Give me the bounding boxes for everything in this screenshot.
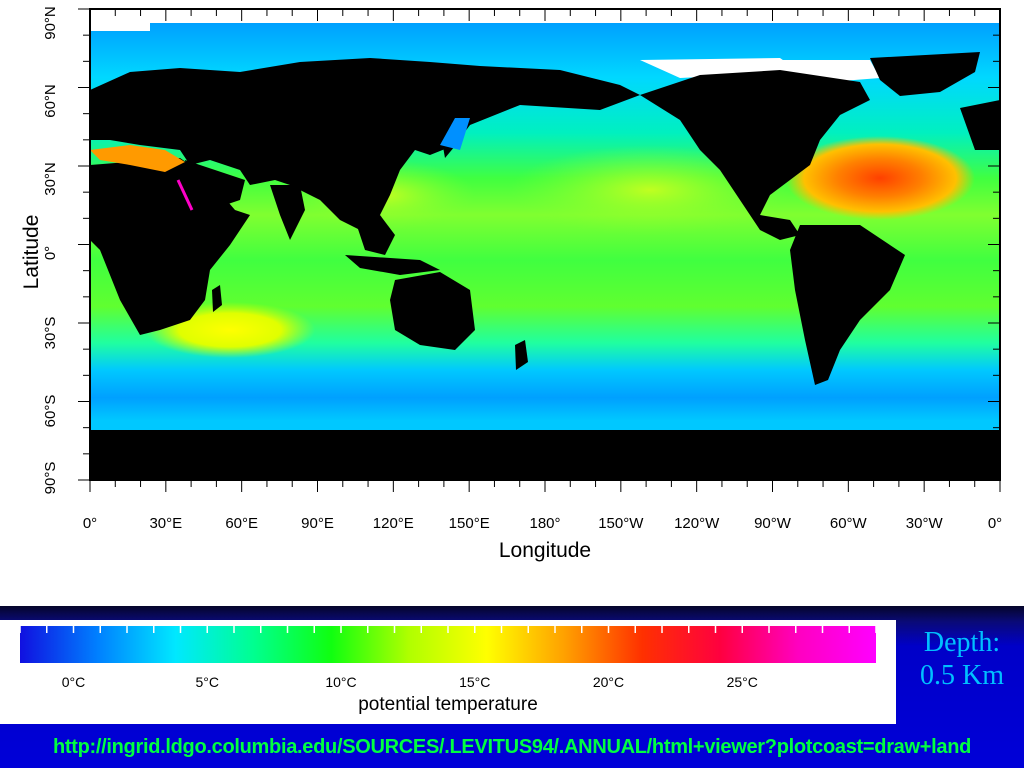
australia-land bbox=[390, 272, 475, 350]
north-america-land bbox=[640, 70, 870, 240]
lon-tick-label: 60°W bbox=[830, 515, 868, 532]
colorbar-label: 5°C bbox=[196, 674, 220, 690]
colorbar-label: 10°C bbox=[325, 674, 356, 690]
lon-tick-label: 30°E bbox=[149, 515, 182, 532]
red-sea bbox=[176, 179, 194, 211]
europe-land bbox=[960, 100, 1000, 150]
warm-pool-north-atlantic bbox=[785, 136, 975, 220]
lat-tick-label: 30°S bbox=[42, 317, 59, 350]
lat-tick-label: 60°N bbox=[42, 84, 59, 118]
color-legend: 0°C 5°C 10°C 15°C 20°C 25°C potential tempera… bbox=[0, 620, 896, 724]
india-land bbox=[270, 185, 305, 240]
lon-tick-label: 0° bbox=[83, 515, 97, 532]
legend-figure: 0°C 5°C 10°C 15°C 20°C 25°C potential tempera… bbox=[19, 626, 877, 715]
source-url: http://ingrid.ldgo.columbia.edu/SOURCES/… bbox=[52, 736, 972, 758]
lon-tick-label: 60°E bbox=[225, 515, 258, 532]
latitude-tick-labels: 90°N 60°N 30°N 0° 30°S 60°S 90°S bbox=[42, 6, 59, 494]
lon-tick-label: 150°W bbox=[598, 515, 644, 532]
southeast-asia-land bbox=[355, 215, 395, 255]
depth-label: Depth: 0.5 Km bbox=[900, 626, 1024, 692]
indonesia-land bbox=[345, 255, 440, 275]
antarctica-land bbox=[90, 430, 1000, 480]
lon-tick-label: 120°W bbox=[674, 515, 720, 532]
lat-tick-label: 0° bbox=[42, 246, 59, 260]
colorbar-label: 15°C bbox=[459, 674, 490, 690]
lon-tick-label: 150°E bbox=[449, 515, 490, 532]
new-zealand-land bbox=[515, 340, 528, 370]
south-america-land bbox=[790, 225, 905, 385]
lon-tick-label: 180° bbox=[529, 515, 560, 532]
legend-title: potential temperature bbox=[358, 694, 538, 715]
colorbar-labels: 0°C 5°C 10°C 15°C 20°C 25°C bbox=[62, 674, 758, 690]
lon-tick-label: 30°W bbox=[906, 515, 944, 532]
y-axis-title: Latitude bbox=[20, 215, 43, 290]
lon-tick-label: 90°W bbox=[754, 515, 792, 532]
lat-tick-label: 30°N bbox=[42, 162, 59, 196]
lat-tick-label: 90°S bbox=[42, 462, 59, 495]
eurasia-land bbox=[90, 58, 640, 230]
greenland-land bbox=[870, 52, 980, 96]
depth-caption: Depth: bbox=[923, 627, 1001, 658]
arabia-land bbox=[185, 160, 245, 210]
longitude-tick-marks bbox=[89, 9, 1001, 492]
latitude-tick-marks bbox=[78, 8, 1000, 481]
lat-tick-label: 90°N bbox=[42, 6, 59, 40]
map-figure: 0° 30°E 60°E 90°E 120°E 150°E 180° 150°W… bbox=[20, 6, 1002, 562]
depth-value: 0.5 Km bbox=[920, 660, 1004, 691]
longitude-tick-labels: 0° 30°E 60°E 90°E 120°E 150°E 180° 150°W… bbox=[83, 515, 1002, 532]
colorbar-label: 25°C bbox=[727, 674, 758, 690]
mediterranean-sea bbox=[90, 145, 185, 172]
land-masses bbox=[90, 52, 1000, 480]
temperature-map: 0° 30°E 60°E 90°E 120°E 150°E 180° 150°W… bbox=[20, 6, 1003, 562]
lon-tick-label: 120°E bbox=[373, 515, 414, 532]
colorbar-label: 0°C bbox=[62, 674, 86, 690]
colorbar-ticks bbox=[19, 626, 877, 633]
colorbar-label: 20°C bbox=[593, 674, 624, 690]
madagascar-land bbox=[212, 285, 222, 312]
sea-of-japan bbox=[440, 118, 470, 150]
lon-tick-label: 0° bbox=[988, 515, 1002, 532]
lat-tick-label: 60°S bbox=[42, 395, 59, 428]
lon-tick-label: 90°E bbox=[301, 515, 334, 532]
x-axis-title: Longitude bbox=[499, 539, 591, 562]
